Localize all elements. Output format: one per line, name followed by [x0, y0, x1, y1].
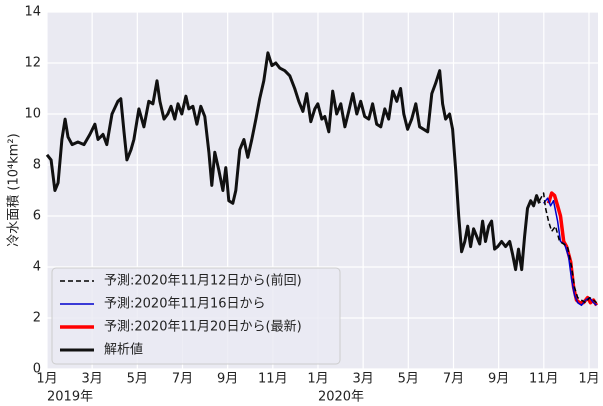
- x-tick-label: 7月: [172, 372, 193, 387]
- x-tick-label: 1月: [307, 372, 328, 387]
- year-label: 2019年: [47, 390, 93, 405]
- x-tick-label: 11月: [258, 372, 288, 387]
- lines: [45, 51, 599, 307]
- x-tick-label: 3月: [353, 372, 374, 387]
- y-tick-label: 10: [24, 107, 41, 122]
- year-label: 2020年: [318, 390, 364, 405]
- legend-box: [51, 267, 341, 365]
- series-line: [45, 51, 541, 272]
- y-tick-label: 2: [33, 311, 41, 326]
- labels: 0 2 4 6 8 10 12 14 1月 3月 5月 7月 9月 11月 1月 3月 5月 7月 9月 11月 1月 2…: [24, 5, 599, 405]
- x-tick-label: 5月: [398, 372, 419, 387]
- x-tick-label: 7月: [443, 372, 464, 387]
- series-line: [538, 192, 598, 304]
- y-tick-label: 0: [33, 362, 41, 377]
- legend: 予測:2020年11月12日から(前回) 予測:2020年11月16日から予測:2…: [51, 267, 341, 365]
- y-tick-label: 4: [33, 260, 41, 275]
- y-axis-label: 冷水面積 (10⁴km²): [7, 133, 22, 246]
- y-tick-label: 6: [33, 209, 41, 224]
- legend-label: 解析値: [104, 342, 143, 358]
- x-tick-label: 1月: [578, 372, 599, 387]
- legend-label: 予測:2020年11月12日から(前回): [104, 273, 302, 289]
- x-tick-label: 9月: [217, 372, 238, 387]
- y-tick-label: 12: [24, 56, 41, 71]
- legend-label: 予測:2020年11月16日から: [104, 297, 266, 312]
- series-line: [543, 197, 598, 307]
- x-tick-label: 3月: [82, 372, 103, 387]
- x-tick-label: 9月: [488, 372, 509, 387]
- legend-label: 予測:2020年11月20日から(最新): [104, 319, 302, 335]
- y-tick-label: 8: [33, 158, 41, 173]
- x-tick-label: 11月: [529, 372, 559, 387]
- y-tick-label: 14: [24, 5, 41, 20]
- x-tick-label: 1月: [36, 372, 57, 387]
- x-tick-label: 5月: [127, 372, 148, 387]
